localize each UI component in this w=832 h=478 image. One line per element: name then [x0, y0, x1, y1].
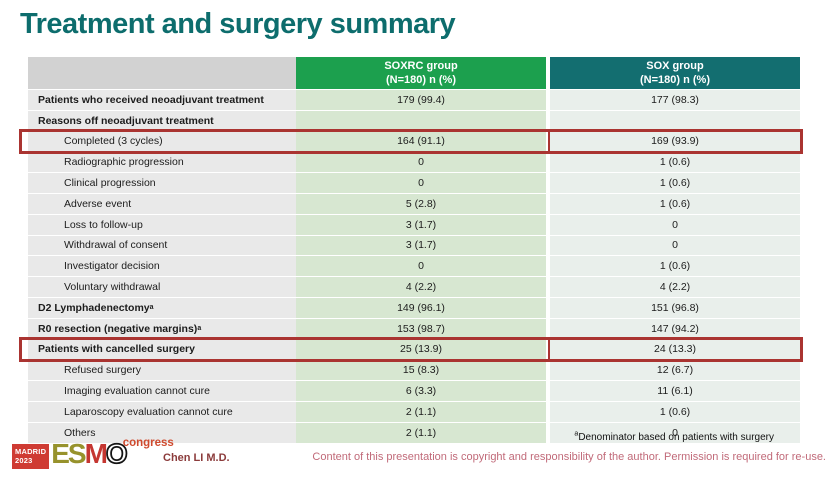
header-cell-soxrc: SOXRC group (N=180) n (%) — [296, 57, 546, 89]
sox-value-cell: 1 (0.6) — [550, 401, 800, 422]
table-row: Patients with cancelled surgery 25 (13.9)… — [19, 336, 803, 363]
table-header-row: SOXRC group (N=180) n (%) SOX group (N=1… — [28, 57, 800, 89]
table-row: Withdrawal of consent 3 (1.7) 0 — [28, 235, 800, 256]
row-label: Radiographic progression — [28, 152, 296, 173]
soxrc-value-cell: 3 (1.7) — [296, 214, 546, 235]
sox-value-cell: 151 (96.8) — [550, 297, 800, 318]
esmo-letter-e: E — [51, 438, 70, 469]
sox-group-n: (N=180) n (%) — [640, 74, 710, 86]
sox-value-cell: 12 (6.7) — [550, 360, 800, 381]
soxrc-value-cell: 3 (1.7) — [296, 235, 546, 256]
soxrc-value-cell: 2 (1.1) — [296, 422, 546, 443]
sox-value-cell: 4 (2.2) — [550, 277, 800, 297]
row-label: Completed (3 cycles) — [28, 131, 296, 152]
footnote-marker: a — [574, 430, 579, 438]
header-cell-sox: SOX group (N=180) n (%) — [550, 57, 800, 89]
soxrc-value-cell: 0 — [296, 173, 546, 193]
sox-value-cell: 0 — [550, 235, 800, 256]
table-row: Loss to follow-up 3 (1.7) 0 — [28, 214, 800, 235]
table-row: Completed (3 cycles) 164 (91.1) 169 (93.9) — [19, 128, 803, 155]
row-label: Refused surgery — [28, 360, 296, 381]
sox-value-cell: 0 — [550, 422, 800, 443]
table-row: R0 resection (negative margins) a 153 (98.… — [28, 318, 800, 339]
sox-value-cell: 24 (13.3) — [548, 337, 802, 362]
summary-table: SOXRC group (N=180) n (%) SOX group (N=1… — [19, 57, 803, 444]
soxrc-value-cell: 2 (1.1) — [296, 401, 546, 422]
row-label: Investigator decision — [28, 256, 296, 277]
soxrc-value-cell: 149 (96.1) — [296, 297, 546, 318]
sox-value-cell — [550, 110, 800, 131]
esmo-letter-s: S — [67, 438, 87, 469]
table-row: Imaging evaluation cannot cure 6 (3.3) 11 … — [28, 381, 800, 401]
row-label: Imaging evaluation cannot cure — [28, 381, 296, 401]
sox-value-cell: 1 (0.6) — [550, 173, 800, 193]
sox-value-cell: 1 (0.6) — [550, 152, 800, 173]
row-label: Laparoscopy evaluation cannot cure — [28, 401, 296, 422]
row-label: Clinical progression — [28, 173, 296, 193]
esmo-letter-o: O — [105, 438, 129, 469]
sox-group-label: SOX group — [646, 59, 704, 72]
soxrc-value-cell: 15 (8.3) — [296, 360, 546, 381]
row-label: D2 Lymphadenectomy a — [28, 297, 296, 318]
soxrc-value-cell: 4 (2.2) — [296, 277, 546, 297]
table-body: Patients who received neoadjuvant treatm… — [19, 90, 803, 443]
author-name: Chen LI M.D. — [163, 452, 230, 464]
congress-label: congress — [122, 437, 174, 449]
soxrc-value-cell — [296, 110, 546, 131]
sox-value-cell: 177 (98.3) — [550, 90, 800, 110]
soxrc-value-cell: 6 (3.3) — [296, 381, 546, 401]
esmo-congress-logo: MADRID 2023 E S M O congress — [12, 436, 174, 470]
logo-venue: MADRID — [15, 447, 47, 456]
copyright-notice: Content of this presentation is copyrigh… — [312, 451, 826, 463]
esmo-wordmark: E S M O — [51, 438, 129, 469]
sox-value-cell: 147 (94.2) — [550, 318, 800, 339]
footnote: aDenominator based on patients with surg… — [574, 430, 774, 443]
table-row: Refused surgery 15 (8.3) 12 (6.7) — [28, 360, 800, 381]
soxrc-group-label: SOXRC group — [384, 59, 458, 72]
table-row: Investigator decision 0 1 (0.6) — [28, 256, 800, 277]
soxrc-value-cell: 179 (99.4) — [296, 90, 546, 110]
table-row: Adverse event 5 (2.8) 1 (0.6) — [28, 193, 800, 214]
madrid-2023-badge: MADRID 2023 — [12, 444, 50, 470]
soxrc-value-cell: 0 — [296, 256, 546, 277]
row-label: R0 resection (negative margins) a — [28, 318, 296, 339]
row-label: Loss to follow-up — [28, 214, 296, 235]
row-label: Reasons off neoadjuvant treatment — [28, 110, 296, 131]
esmo-letter-m: M — [84, 438, 108, 469]
table-row: Voluntary withdrawal 4 (2.2) 4 (2.2) — [28, 277, 800, 297]
sox-value-cell: 11 (6.1) — [550, 381, 800, 401]
sox-value-cell: 1 (0.6) — [550, 193, 800, 214]
table-row: Laparoscopy evaluation cannot cure 2 (1.1… — [28, 401, 800, 422]
sox-value-cell: 0 — [550, 214, 800, 235]
soxrc-value-cell: 153 (98.7) — [296, 318, 546, 339]
sox-value-cell: 1 (0.6) — [550, 256, 800, 277]
slide-title: Treatment and surgery summary — [20, 8, 456, 40]
row-label: Patients who received neoadjuvant treatm… — [28, 90, 296, 110]
soxrc-group-n: (N=180) n (%) — [386, 74, 456, 86]
row-label: Withdrawal of consent — [28, 235, 296, 256]
table-row: Radiographic progression 0 1 (0.6) — [28, 152, 800, 173]
row-label: Patients with cancelled surgery — [28, 339, 296, 360]
row-label: Voluntary withdrawal — [28, 277, 296, 297]
table-row: Reasons off neoadjuvant treatment — [28, 110, 800, 131]
soxrc-value-cell: 164 (91.1) — [296, 131, 546, 152]
sox-value-cell: 169 (93.9) — [548, 129, 802, 154]
row-label: Adverse event — [28, 193, 296, 214]
soxrc-value-cell: 5 (2.8) — [296, 193, 546, 214]
table-row: Patients who received neoadjuvant treatm… — [28, 90, 800, 110]
header-cell-empty — [28, 57, 296, 89]
table-row: Others 2 (1.1) 0 — [28, 422, 800, 443]
soxrc-value-cell: 25 (13.9) — [296, 339, 546, 360]
header-column-gap — [546, 57, 550, 89]
table-row: D2 Lymphadenectomy a 149 (96.1) 151 (96.8) — [28, 297, 800, 318]
row-label: Others — [28, 422, 296, 443]
footnote-text: Denominator based on patients with surge… — [578, 432, 774, 443]
soxrc-value-cell: 0 — [296, 152, 546, 173]
logo-year: 2023 — [15, 455, 33, 465]
table-row: Clinical progression 0 1 (0.6) — [28, 173, 800, 193]
